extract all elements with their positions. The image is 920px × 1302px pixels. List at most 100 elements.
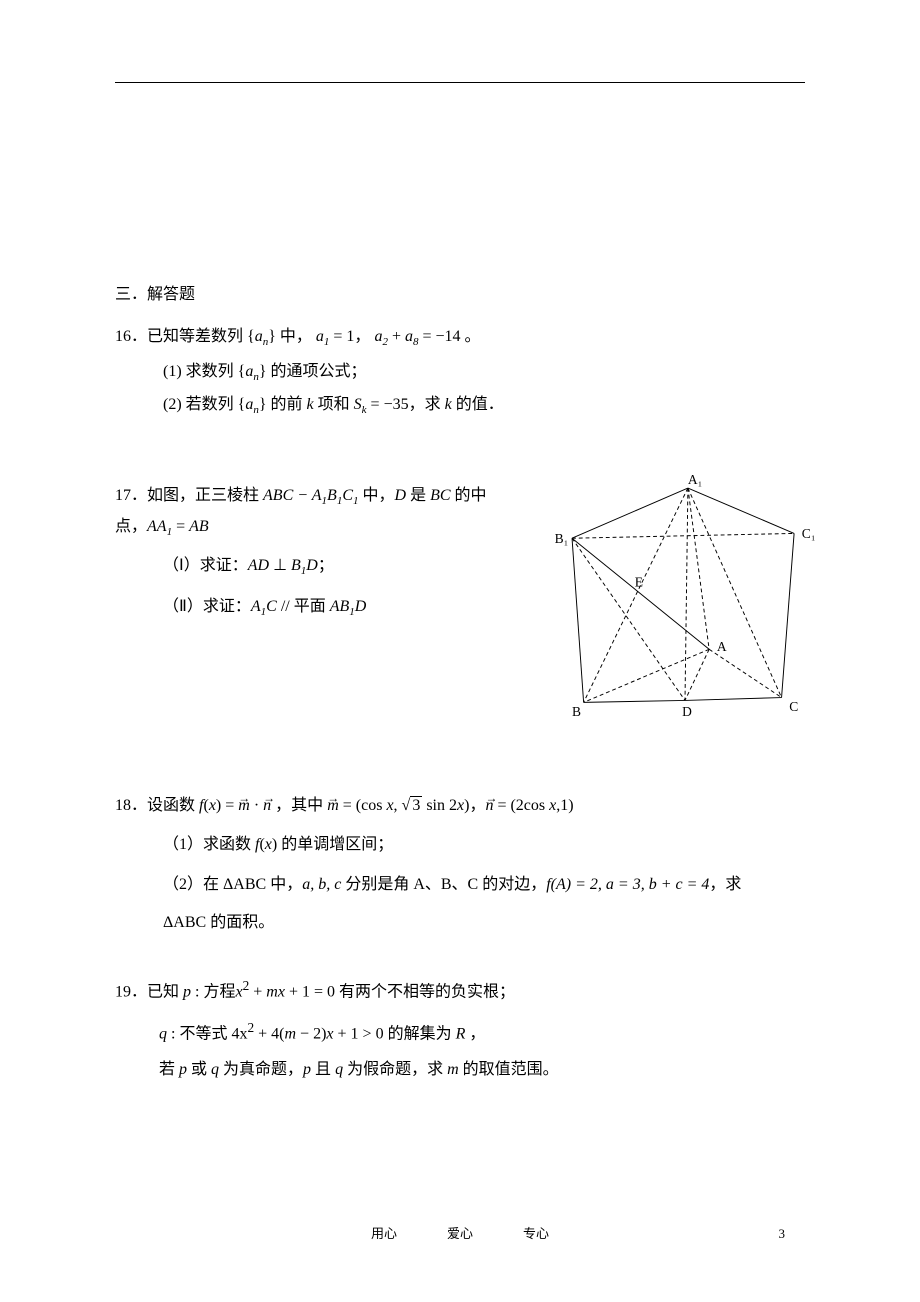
q19-p3: p xyxy=(303,1061,311,1078)
q18-part2: （2）在 ΔABC 中，a, b, c 分别是角 A、B、C 的对边，f(A) … xyxy=(163,866,805,943)
q19-x1: x xyxy=(235,983,242,1000)
q19-x3: x xyxy=(326,1025,333,1042)
q19-m1: m xyxy=(266,983,278,1000)
q17-perp: ⊥ xyxy=(269,557,291,574)
q19-t3: 有两个不相等的负实根； xyxy=(335,983,515,1000)
q18-pb: ) = xyxy=(216,797,238,814)
q19-line2: q : 不等式 4x2 + 4(m − 2)x + 1 > 0 的解集为 R ， xyxy=(159,1012,805,1054)
q16-eq2: = −14 xyxy=(418,328,460,345)
q19-p1: + xyxy=(249,983,266,1000)
q18-m2: m xyxy=(327,797,339,814)
svg-text:E: E xyxy=(635,575,643,590)
q19-x2: x xyxy=(278,983,285,1000)
q17-p1a: （Ⅰ）求证： xyxy=(163,557,248,574)
q17-part2: （Ⅱ）求证：A1C // 平面 AB1D xyxy=(163,588,515,626)
q19-q2: q xyxy=(211,1061,219,1078)
problem-19: 19．已知 p : 方程x2 + mx + 1 = 0 有两个不相等的负实根； … xyxy=(115,973,805,1086)
q18-p1a: （1）求函数 xyxy=(163,836,255,853)
q19-4x: 4x xyxy=(231,1025,247,1042)
q16-a8: a xyxy=(405,328,413,345)
q18-meq: = (cos xyxy=(339,797,387,814)
q18-sin: sin 2 xyxy=(422,797,457,814)
q16-p2c: 项和 xyxy=(314,396,354,413)
q17-eq: = xyxy=(172,518,189,535)
q16-part1: (1) 求数列 {an} 的通项公式； xyxy=(163,357,805,388)
q19-l2b: 的解集为 xyxy=(384,1025,456,1042)
q18-m: m xyxy=(238,797,250,814)
q17-t3: 是 xyxy=(406,487,430,504)
q16-Seq: = −35 xyxy=(367,396,409,413)
sqrt-icon xyxy=(402,797,411,814)
q19-l3a: 若 xyxy=(159,1061,179,1078)
footer-b: 爱心 xyxy=(447,1226,473,1241)
q19-t1: 已知 xyxy=(147,983,183,1000)
page-number: 3 xyxy=(779,1226,786,1242)
q18-neq: = (2cos xyxy=(493,797,549,814)
q19-l3f: 的取值范围。 xyxy=(459,1061,559,1078)
q18-t3: ， xyxy=(469,797,485,814)
q19-t2: : 方程 xyxy=(191,983,235,1000)
q17-part1: （Ⅰ）求证：AD ⊥ B1D； xyxy=(163,547,515,585)
q17-plane: 平面 xyxy=(294,598,330,615)
q17-AD: AD xyxy=(248,557,269,574)
q19-q3: q xyxy=(335,1061,343,1078)
q17-D: D xyxy=(395,487,407,504)
q17-t2: 中， xyxy=(358,487,394,504)
svg-text:C₁: C₁ xyxy=(802,526,816,541)
q19-p: p xyxy=(183,983,191,1000)
footer-a: 用心 xyxy=(371,1226,397,1241)
q18-abc: a, b, c xyxy=(302,876,341,893)
q18-n2: n xyxy=(485,797,493,814)
q17-AB1b: D xyxy=(355,598,367,615)
q16-p2b: } 的前 xyxy=(259,396,307,413)
q18-p2a: （2）在 xyxy=(163,876,223,893)
q17-pc: C xyxy=(342,487,353,504)
problem-17: 17．如图，正三棱柱 ABC − A1B1C1 中，D 是 BC 的中点，AA1… xyxy=(115,481,805,741)
q17-pb: B xyxy=(327,487,337,504)
q18-one: ,1) xyxy=(556,797,573,814)
problem-18: 18．设函数 f(x) = m · n ，其中 m = (cos x, 3 si… xyxy=(115,791,805,943)
q18-dot: · xyxy=(250,797,263,814)
q18-sqrt3: 3 xyxy=(410,796,422,814)
q17-A1a: A xyxy=(251,598,261,615)
q18-c1: , xyxy=(394,797,402,814)
q19-l2c: ， xyxy=(465,1025,485,1042)
q18-num: 18． xyxy=(115,797,147,814)
q19-p3: − 2) xyxy=(296,1025,326,1042)
q19-stem: 19．已知 p : 方程x2 + mx + 1 = 0 有两个不相等的负实根； xyxy=(115,973,805,1008)
q18-stem: 18．设函数 f(x) = m · n ，其中 m = (cos x, 3 si… xyxy=(115,791,805,821)
q19-eq2d: + 1 > 0 xyxy=(334,1025,384,1042)
q18-x: x xyxy=(209,797,216,814)
q18-n: n xyxy=(263,797,271,814)
q18-x5: x xyxy=(265,836,272,853)
q18-p2d: ，求 xyxy=(709,876,741,893)
q19-m2: m xyxy=(284,1025,296,1042)
q17-B1a: B xyxy=(291,557,301,574)
q16-t1: 已知等差数列 { xyxy=(147,328,255,345)
q16-an: a xyxy=(255,328,263,345)
prism-diagram: A₁B₁C₁ABCDE xyxy=(545,471,825,731)
q18-fA: f(A) = 2, a = 3, b + c = 4 xyxy=(546,876,709,893)
q18-tri2: ΔABC xyxy=(163,914,206,931)
q16-eq1: = 1 xyxy=(329,328,354,345)
q17-par: // xyxy=(277,598,294,615)
q19-num: 19． xyxy=(115,983,147,1000)
q16-t3: ， xyxy=(354,328,370,345)
q17-p2a: （Ⅱ）求证： xyxy=(163,598,251,615)
q18-p1b: 的单调增区间； xyxy=(277,836,393,853)
q17-pa: ABC − A xyxy=(263,487,322,504)
q17-num: 17． xyxy=(115,487,147,504)
q19-line3: 若 p 或 q 为真命题，p 且 q 为假命题，求 m 的取值范围。 xyxy=(159,1055,805,1085)
footer-c: 专心 xyxy=(523,1226,549,1241)
q17-stem: 17．如图，正三棱柱 ABC − A1B1C1 中，D 是 BC 的中点，AA1… xyxy=(115,481,515,543)
q17-text: 17．如图，正三棱柱 ABC − A1B1C1 中，D 是 BC 的中点，AA1… xyxy=(115,481,515,626)
svg-text:A₁: A₁ xyxy=(688,472,702,487)
q16-t2: } 中， xyxy=(268,328,312,345)
q19-l3d: 且 xyxy=(311,1061,335,1078)
problem-16: 16．已知等差数列 {an} 中， a1 = 1， a2 + a8 = −14 … xyxy=(115,322,805,421)
q18-x2: x xyxy=(386,797,393,814)
q19-l2a: : 不等式 xyxy=(167,1025,231,1042)
q17-p1b: ； xyxy=(318,557,334,574)
q18-tri: ΔABC xyxy=(223,876,266,893)
q16-part2: (2) 若数列 {an} 的前 k 项和 Sk = −35，求 k 的值． xyxy=(163,390,805,421)
